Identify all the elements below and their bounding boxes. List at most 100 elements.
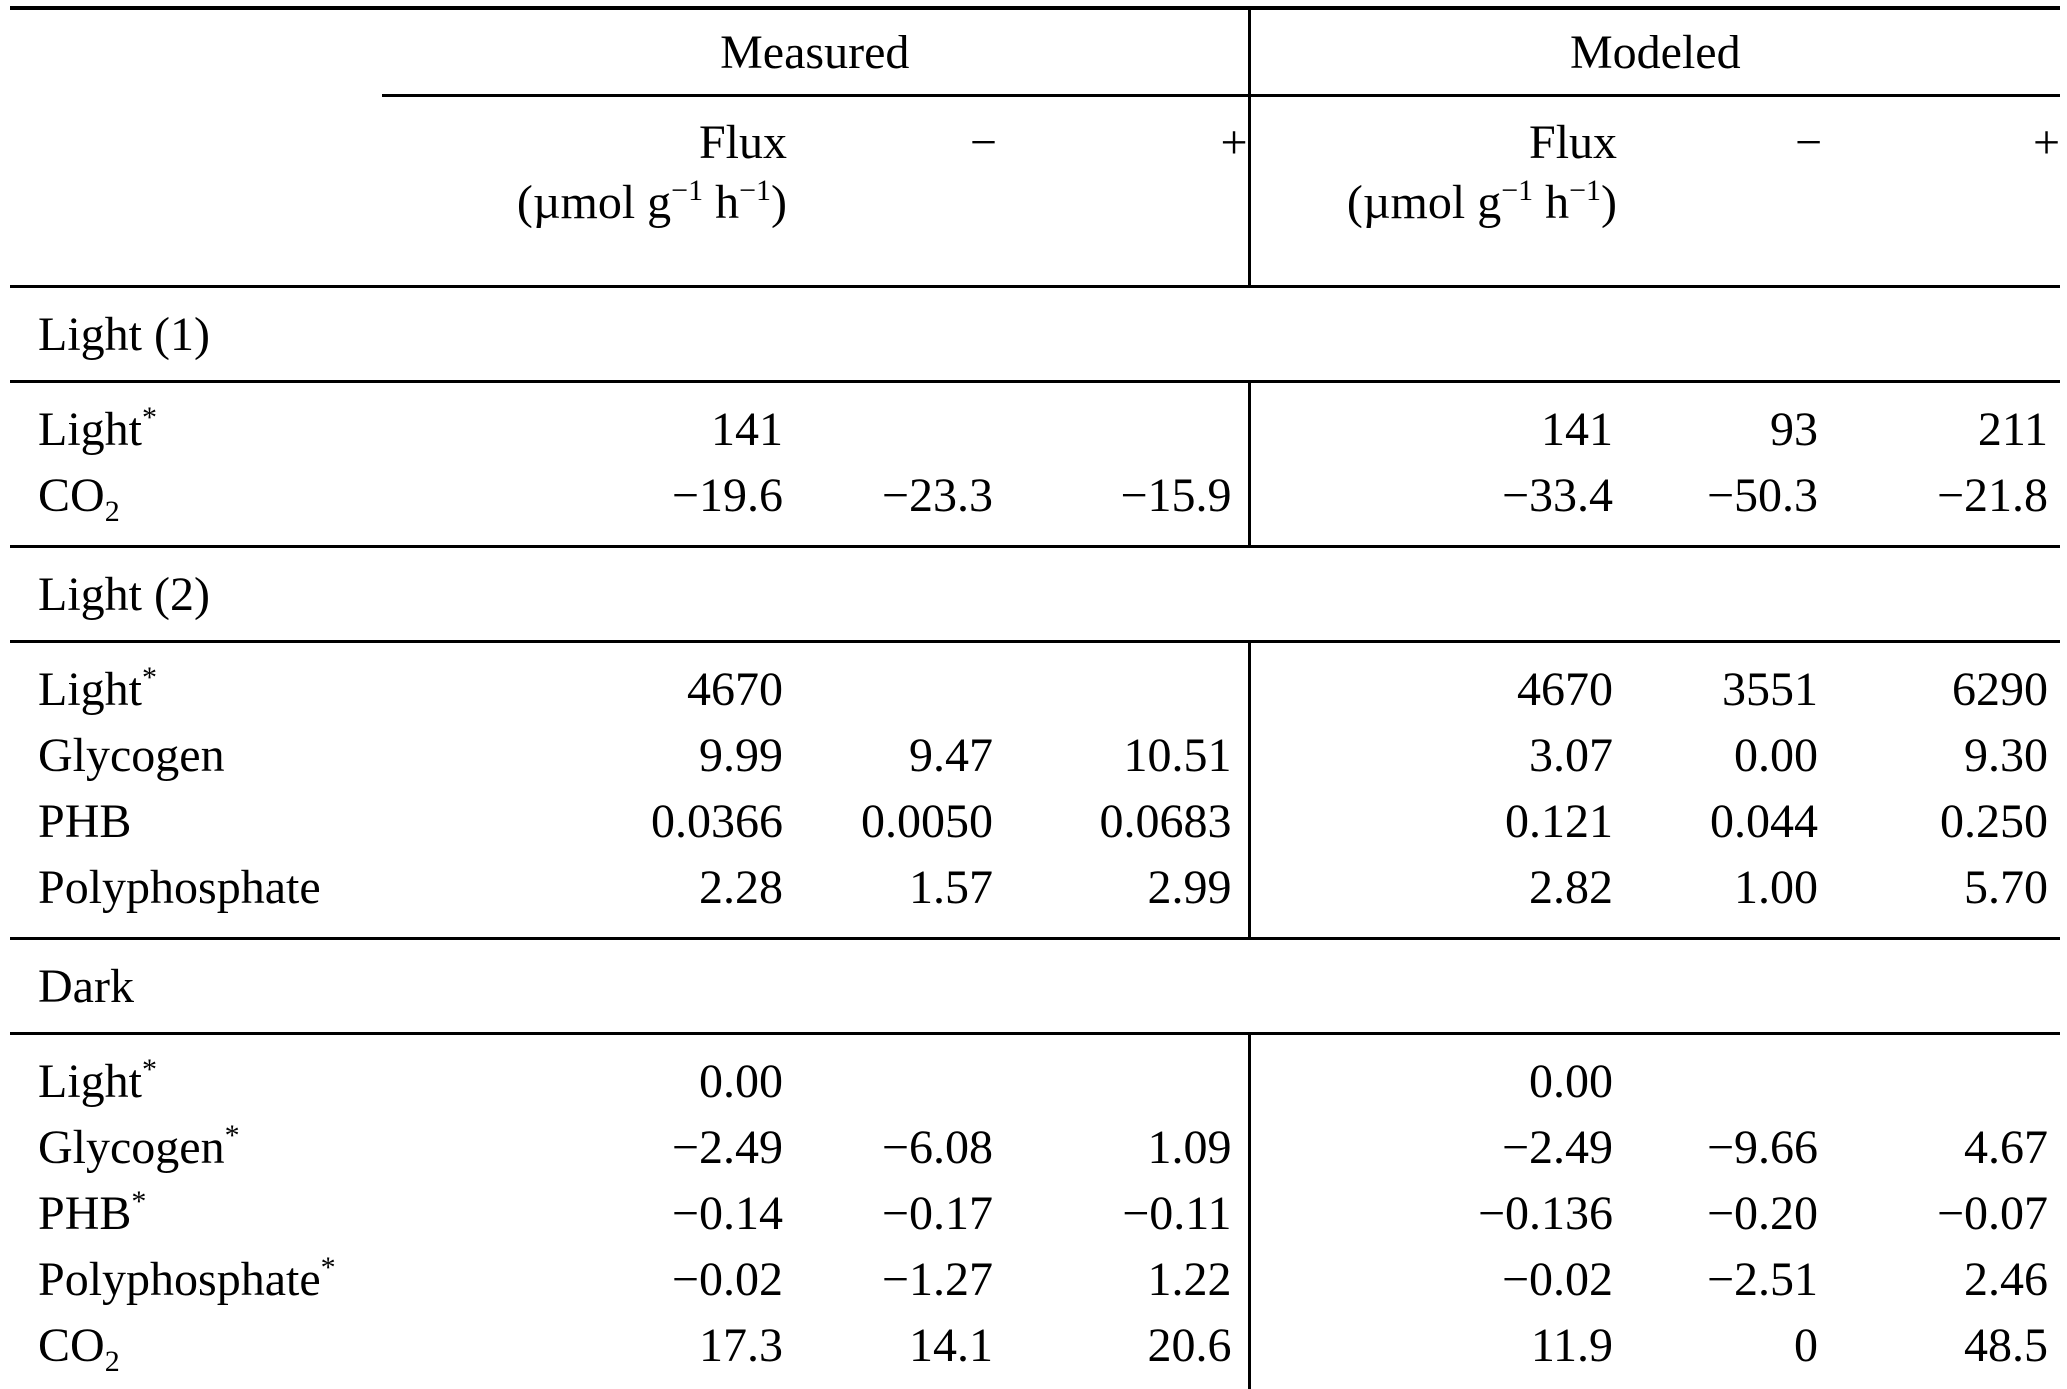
row-label-text: PHB <box>38 1187 132 1240</box>
table-row: PHB* −0.14 −0.17 −0.11 −0.136 −0.20 −0.07 <box>10 1181 2060 1247</box>
measured-flux-value: 2.28 <box>382 855 787 940</box>
row-label: Light* <box>10 642 382 724</box>
flux-unit: (µmol g−1 h−1) <box>1251 173 1618 233</box>
row-label-superscript: * <box>320 1251 336 1284</box>
measured-flux-value: 141 <box>711 403 783 456</box>
row-label-subscript: 2 <box>104 495 120 528</box>
modeled-plus-value: −0.07 <box>1936 1187 2049 1240</box>
row-label-text: CO <box>38 469 105 522</box>
modeled-minus-value: 0 <box>1617 1313 1823 1389</box>
measured-flux-value: −0.14 <box>671 1187 783 1240</box>
table-row: Light* 0.00 0.00 <box>10 1033 2060 1116</box>
row-label: CO2 <box>10 463 382 548</box>
measured-plus-value: 10.51 <box>997 723 1251 789</box>
row-label-text: CO <box>38 1319 105 1372</box>
modeled-minus-value: −9.66 <box>1706 1121 1819 1174</box>
measured-flux-value: −0.02 <box>671 1253 783 1306</box>
measured-minus-value: −0.17 <box>881 1187 993 1240</box>
table-row: PHB 0.0366 0.0050 0.0683 0.121 0.044 0.250 <box>10 789 2060 855</box>
row-label-text: Glycogen <box>38 729 225 782</box>
row-label-text: Light <box>38 663 142 716</box>
modeled-flux-value: −2.49 <box>1501 1121 1614 1174</box>
group-header-measured: Measured <box>382 6 1251 97</box>
measured-minus-value: 1.57 <box>787 855 997 940</box>
row-label-superscript: * <box>131 1185 147 1218</box>
measured-minus-value <box>787 1034 997 1116</box>
group-header-modeled: Modeled <box>1249 6 2061 97</box>
modeled-plus-column-header: + <box>1822 95 2061 288</box>
measured-minus-value: 9.47 <box>909 729 993 782</box>
modeled-flux-value: 141 <box>1541 403 1614 456</box>
modeled-flux-value: −0.136 <box>1477 1187 1614 1240</box>
row-label: Glycogen* <box>10 1115 382 1181</box>
modeled-plus-value: 4.67 <box>1964 1121 2049 1174</box>
flux-label-text: Flux <box>1529 116 1618 169</box>
measured-plus-value <box>997 381 1251 463</box>
row-label: CO2 <box>10 1313 382 1389</box>
modeled-flux-value: 0.00 <box>1529 1055 1614 1108</box>
section-row: Dark <box>10 938 2061 1035</box>
modeled-plus-value: 211 <box>1977 403 2049 456</box>
modeled-minus-column-header: − <box>1617 95 1823 288</box>
flux-unit-close: ) <box>771 176 787 229</box>
table-row: Polyphosphate* −0.02 −1.27 1.22 −0.02 −2.51 2.… <box>10 1247 2060 1313</box>
modeled-plus-value: 48.5 <box>1822 1313 2061 1389</box>
modeled-minus-value: −2.51 <box>1706 1253 1819 1306</box>
section-title: Dark <box>10 938 2061 1035</box>
section-title: Light (1) <box>10 286 2061 383</box>
measured-flux-value: 0.0366 <box>651 795 783 848</box>
flux-unit-close: ) <box>1601 176 1618 229</box>
modeled-plus-value: −21.8 <box>1822 463 2061 548</box>
section-title: Light (2) <box>10 546 2061 643</box>
measured-minus-value: −6.08 <box>881 1121 993 1174</box>
measured-plus-value: 1.09 <box>997 1115 1251 1181</box>
measured-plus-value: 1.22 <box>997 1247 1251 1313</box>
row-label: PHB <box>10 789 382 855</box>
modeled-flux-column-header: Flux (µmol g−1 h−1) <box>1249 95 1618 288</box>
flux-unit-exponent: −1 <box>1569 174 1602 207</box>
row-label-text: Glycogen <box>38 1121 225 1174</box>
row-label-text: Polyphosphate <box>38 861 321 914</box>
measured-plus-value <box>997 641 1251 723</box>
modeled-plus-value: 6290 <box>1952 663 2049 716</box>
row-label: Light* <box>10 382 382 464</box>
modeled-flux-value: 3.07 <box>1529 729 1614 782</box>
modeled-flux-value: −33.4 <box>1249 463 1618 548</box>
row-label-superscript: * <box>224 1119 240 1152</box>
measured-plus-column-header: + <box>997 95 1251 288</box>
row-label-subscript: 2 <box>104 1345 120 1378</box>
table-row: Glycogen 9.99 9.47 10.51 3.07 0.00 9.30 <box>10 723 2060 789</box>
modeled-minus-value: 93 <box>1770 403 1819 456</box>
section-row: Light (2) <box>10 546 2061 643</box>
measured-minus-column-header: − <box>787 95 997 288</box>
modeled-minus-value: −50.3 <box>1617 463 1823 548</box>
measured-plus-value <box>997 1033 1251 1115</box>
row-label-text: Light <box>38 403 142 456</box>
row-label-superscript: * <box>142 661 157 694</box>
table-row: Light* 4670 4670 3551 6290 <box>10 641 2060 724</box>
modeled-minus-value: 0.044 <box>1710 795 1819 848</box>
measured-plus-value: −15.9 <box>997 463 1251 548</box>
measured-flux-column-header: Flux (µmol g−1 h−1) <box>382 95 787 288</box>
row-label: Light* <box>10 1034 382 1116</box>
row-label-text: Polyphosphate <box>38 1253 321 1306</box>
column-header-row: Flux (µmol g−1 h−1) − + Flux (µmol g−1 h… <box>10 95 2061 288</box>
group-header-row: Measured Modeled <box>10 6 2061 97</box>
modeled-flux-value: −0.02 <box>1501 1253 1614 1306</box>
measured-minus-value <box>787 382 997 464</box>
flux-table: Measured Modeled Flux (µmol g−1 h−1) − +… <box>10 6 2061 1389</box>
measured-minus-value: 14.1 <box>787 1313 997 1389</box>
table-row: CO2 17.3 14.1 20.6 11.9 0 48.5 <box>10 1313 2061 1389</box>
measured-flux-value: 17.3 <box>382 1313 787 1389</box>
row-label-text: Light <box>38 1055 142 1108</box>
modeled-plus-value: 2.46 <box>1964 1253 2049 1306</box>
measured-minus-value: −1.27 <box>881 1253 993 1306</box>
flux-label: Flux <box>1251 113 1618 173</box>
table-row: Light* 141 141 93 211 <box>10 381 2060 464</box>
flux-unit-mid: h <box>703 176 740 229</box>
table-row: Polyphosphate 2.28 1.57 2.99 2.82 1.00 5.70 <box>10 855 2061 940</box>
table-row: Glycogen* −2.49 −6.08 1.09 −2.49 −9.66 4.67 <box>10 1115 2060 1181</box>
page: Measured Modeled Flux (µmol g−1 h−1) − +… <box>0 6 2067 1389</box>
row-label-superscript: * <box>142 401 157 434</box>
modeled-minus-value: 1.00 <box>1617 855 1823 940</box>
